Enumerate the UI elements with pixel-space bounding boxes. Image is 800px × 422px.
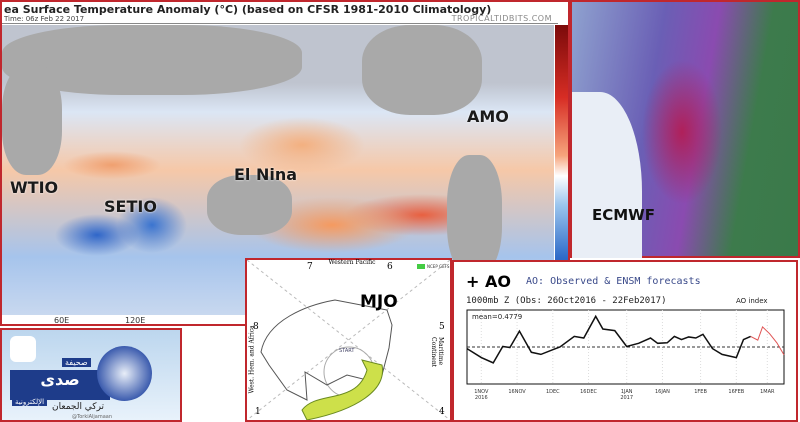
mjo-diagram — [247, 260, 450, 420]
label-setio: SETIO — [104, 197, 157, 216]
x-tick-label: 16DEC — [580, 389, 597, 395]
sea-area — [572, 92, 642, 258]
sst-brand: TROPICALTIDBITS.COM — [451, 14, 552, 23]
ao-title: AO: Observed & ENSM forecasts — [526, 276, 701, 287]
region-western-pacific: Western Pacific — [328, 259, 376, 266]
person-name: تركي الجمعان — [52, 402, 105, 412]
sada-newspaper-logo: صدى صحيفة الإلكترونية تركي الجمعان @Tork… — [0, 328, 182, 422]
phase-5: 5 — [439, 322, 445, 332]
mjo-phase-diagram-panel: 7 6 5 4 1 8 Western Pacific West. Hem. a… — [245, 258, 452, 422]
series-line-forecast — [750, 326, 785, 356]
sst-header: ea Surface Temperature Anomaly (°C) (bas… — [2, 2, 558, 24]
mjo-label: MJO — [360, 292, 398, 312]
globe-icon — [97, 346, 152, 401]
land-australia — [207, 175, 292, 235]
logo-e: الإلكترونية — [12, 398, 48, 406]
label-amo: AMO — [467, 107, 509, 126]
region-west-hem-africa: West. Hem. and Africa — [248, 325, 256, 394]
x-tick-label: 1MAR — [760, 389, 775, 395]
ao-index-chart-panel: + AO AO: Observed & ENSM forecasts 1000m… — [452, 260, 798, 422]
sst-anomaly-map-panel: ea Surface Temperature Anomaly (°C) (bas… — [0, 0, 570, 326]
sst-map: WTIO SETIO El Nina AMO — [2, 25, 554, 315]
x-tick-label: 1NOV — [474, 389, 489, 395]
lon-tick-120e: 120E — [125, 316, 146, 325]
x-tick-label: 1FEB — [694, 389, 707, 395]
sst-time: Time: 06z Feb 22 2017 — [4, 15, 85, 23]
app-icon — [10, 336, 36, 362]
twitter-handle: @TorkiAljamaan — [72, 414, 113, 420]
land-south-america — [447, 155, 502, 275]
x-tick-year: 2016 — [475, 395, 488, 401]
ecmwf-label: ECMWF — [592, 206, 655, 224]
ao-index-label: AO index — [736, 297, 768, 305]
logo-name: صدى — [10, 370, 110, 400]
phase-4: 4 — [439, 407, 445, 417]
x-tick-label: 1DEC — [546, 389, 560, 395]
series-line-observed — [466, 314, 751, 364]
legend-ncep-gefs: NCEP GEFS — [417, 264, 449, 269]
ao-subtitle: 1000mb Z (Obs: 26Oct2016 - 22Feb2017) — [466, 296, 667, 306]
label-wtio: WTIO — [10, 178, 59, 197]
sst-title: ea Surface Temperature Anomaly (°C) (bas… — [4, 3, 492, 16]
phase-8: 8 — [253, 322, 259, 332]
x-tick-year: 2017 — [620, 395, 633, 401]
ecmwf-map-panel: ECMWF — [570, 0, 800, 258]
color-scale-bar — [555, 25, 568, 315]
x-tick-label: 16JAN — [655, 389, 670, 395]
phase-7: 7 — [307, 262, 313, 272]
label-el-nina: El Nina — [234, 165, 298, 184]
lon-tick-60e: 60E — [54, 316, 70, 325]
phase-1: 1 — [255, 407, 261, 417]
phase-6: 6 — [387, 262, 393, 272]
logo-sub: صحيفة — [62, 358, 91, 367]
land-north-america — [362, 25, 482, 115]
x-tick-label: 1JAN — [621, 389, 633, 395]
region-maritime-continent: Maritime Continent — [430, 337, 444, 368]
x-tick-label: 16NOV — [508, 389, 526, 395]
x-tick-label: 16FEB — [728, 389, 744, 395]
land-africa — [2, 65, 62, 175]
start-label: START — [339, 348, 355, 354]
ao-tag: + AO — [466, 272, 511, 291]
ao-mean: mean=0.4779 — [472, 313, 523, 321]
